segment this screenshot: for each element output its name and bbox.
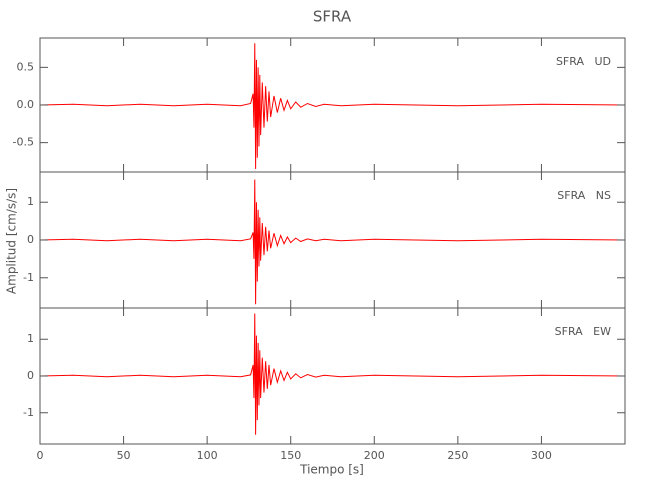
station-label: SFRA EW <box>555 325 611 338</box>
y-axis-label: Amplitud [cm/s/s] <box>5 188 19 294</box>
y-tick-label: 0.5 <box>17 60 35 73</box>
x-tick-label: 100 <box>197 449 218 462</box>
x-tick-label: 0 <box>37 449 44 462</box>
y-tick-label: 0 <box>27 369 34 382</box>
waveform <box>40 313 625 435</box>
y-tick-label: 0.0 <box>17 98 35 111</box>
x-tick-label: 250 <box>447 449 468 462</box>
waveform <box>40 43 625 169</box>
y-tick-label: 0 <box>27 233 34 246</box>
x-tick-label: 150 <box>280 449 301 462</box>
y-tick-label: -1 <box>23 406 34 419</box>
y-tick-label: 1 <box>27 332 34 345</box>
x-tick-label: 200 <box>364 449 385 462</box>
x-tick-label: 300 <box>531 449 552 462</box>
station-label: SFRA UD <box>556 55 611 68</box>
station-label: SFRA NS <box>557 189 611 202</box>
x-tick-label: 50 <box>117 449 131 462</box>
chart-title: SFRA <box>313 8 352 26</box>
waveform <box>40 179 625 305</box>
y-tick-label: 1 <box>27 195 34 208</box>
y-tick-label: -1 <box>23 271 34 284</box>
y-tick-label: -0.5 <box>13 136 34 149</box>
x-axis-label: Tiempo [s] <box>299 463 364 477</box>
